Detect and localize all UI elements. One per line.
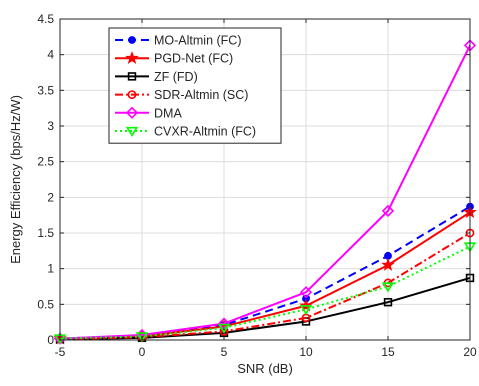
series-line <box>59 245 471 340</box>
y-tick-label: 3.5 <box>37 83 54 97</box>
legend-box <box>108 27 282 144</box>
data-point <box>135 332 149 343</box>
y-tick-label: 0.5 <box>37 297 54 311</box>
legend-label: SDR-Altmin (SC) <box>154 88 248 102</box>
y-axis-label: Energy Efficiency (bps/Hz/W) <box>8 95 23 264</box>
x-tick-label: 15 <box>381 345 395 359</box>
legend-marker <box>128 36 136 44</box>
legend: MO-Altmin (FC) PGD-Net (FC) ZF (FD) SDR-Alt… <box>108 27 282 144</box>
y-tick-label: 3 <box>47 119 54 133</box>
legend-label: CVXR-Altmin (FC) <box>154 125 256 139</box>
y-tick-label: 4 <box>47 48 54 62</box>
x-axis-label: SNR (dB) <box>237 361 293 376</box>
legend-label: PGD-Net (FC) <box>154 52 233 66</box>
y-tick-label: 1.5 <box>37 226 54 240</box>
x-tick-label: -5 <box>55 345 66 359</box>
axes-frame <box>59 18 471 341</box>
legend-marker <box>125 106 139 119</box>
y-tick-label: 1 <box>47 262 54 276</box>
legend-label: ZF (FD) <box>154 70 198 84</box>
series-line <box>59 232 471 341</box>
data-point <box>383 297 393 307</box>
data-point <box>299 305 313 316</box>
y-tick-label: 4.5 <box>37 12 54 26</box>
legend-label: MO-Altmin (FC) <box>154 34 242 48</box>
data-point <box>217 323 231 334</box>
x-tick-label: 5 <box>221 345 228 359</box>
plot-series <box>53 39 477 345</box>
legend-marker <box>127 90 137 99</box>
y-tick-label: 2.5 <box>37 155 54 169</box>
y-tick-label: 2 <box>47 190 54 204</box>
data-point <box>381 204 395 218</box>
x-tick-label: 10 <box>299 345 313 359</box>
legend-label: DMA <box>154 106 182 120</box>
y-tick-label: 0 <box>47 333 54 347</box>
series-line <box>59 44 471 340</box>
x-tick-label: 0 <box>139 345 146 359</box>
legend-marker <box>125 51 139 64</box>
legend-marker <box>127 72 137 81</box>
data-point <box>381 282 395 293</box>
legend-marker <box>125 126 139 137</box>
x-tick-label: 20 <box>463 345 477 359</box>
data-point <box>381 257 395 271</box>
data-point <box>217 317 231 330</box>
data-point <box>299 286 313 299</box>
